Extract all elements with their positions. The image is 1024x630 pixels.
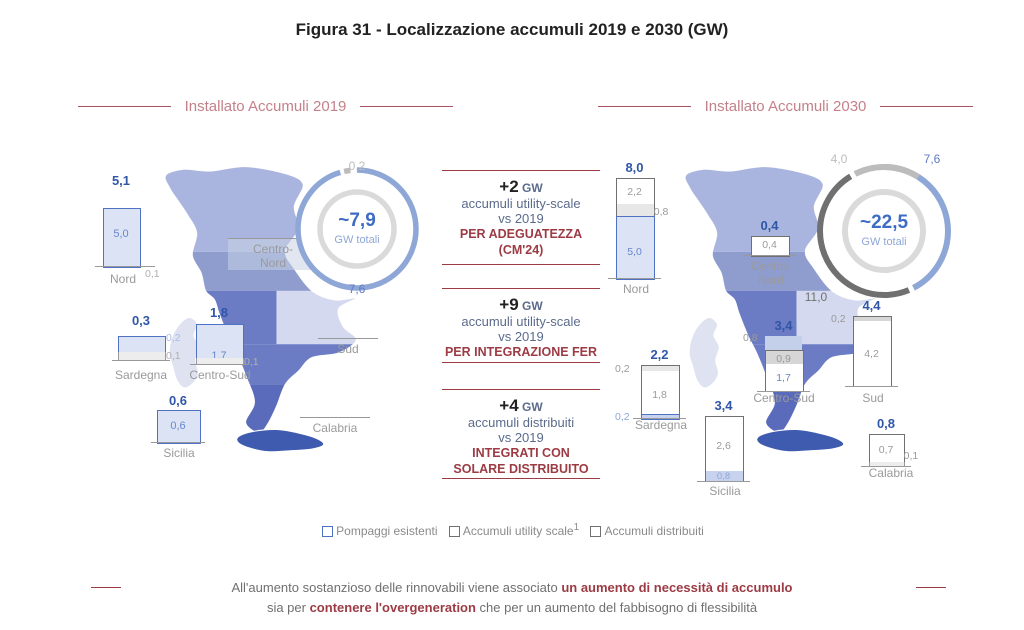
svg-text:GW totali: GW totali [334,234,379,246]
svg-text:7,6: 7,6 [924,152,941,166]
svg-text:4,0: 4,0 [831,152,848,166]
svg-text:~22,5: ~22,5 [860,212,909,233]
svg-text:7,6: 7,6 [349,282,366,296]
svg-text:GW totali: GW totali [861,236,906,248]
svg-text:11,0: 11,0 [805,290,828,304]
svg-text:~7,9: ~7,9 [338,210,376,231]
svg-text:0,2: 0,2 [349,159,366,173]
